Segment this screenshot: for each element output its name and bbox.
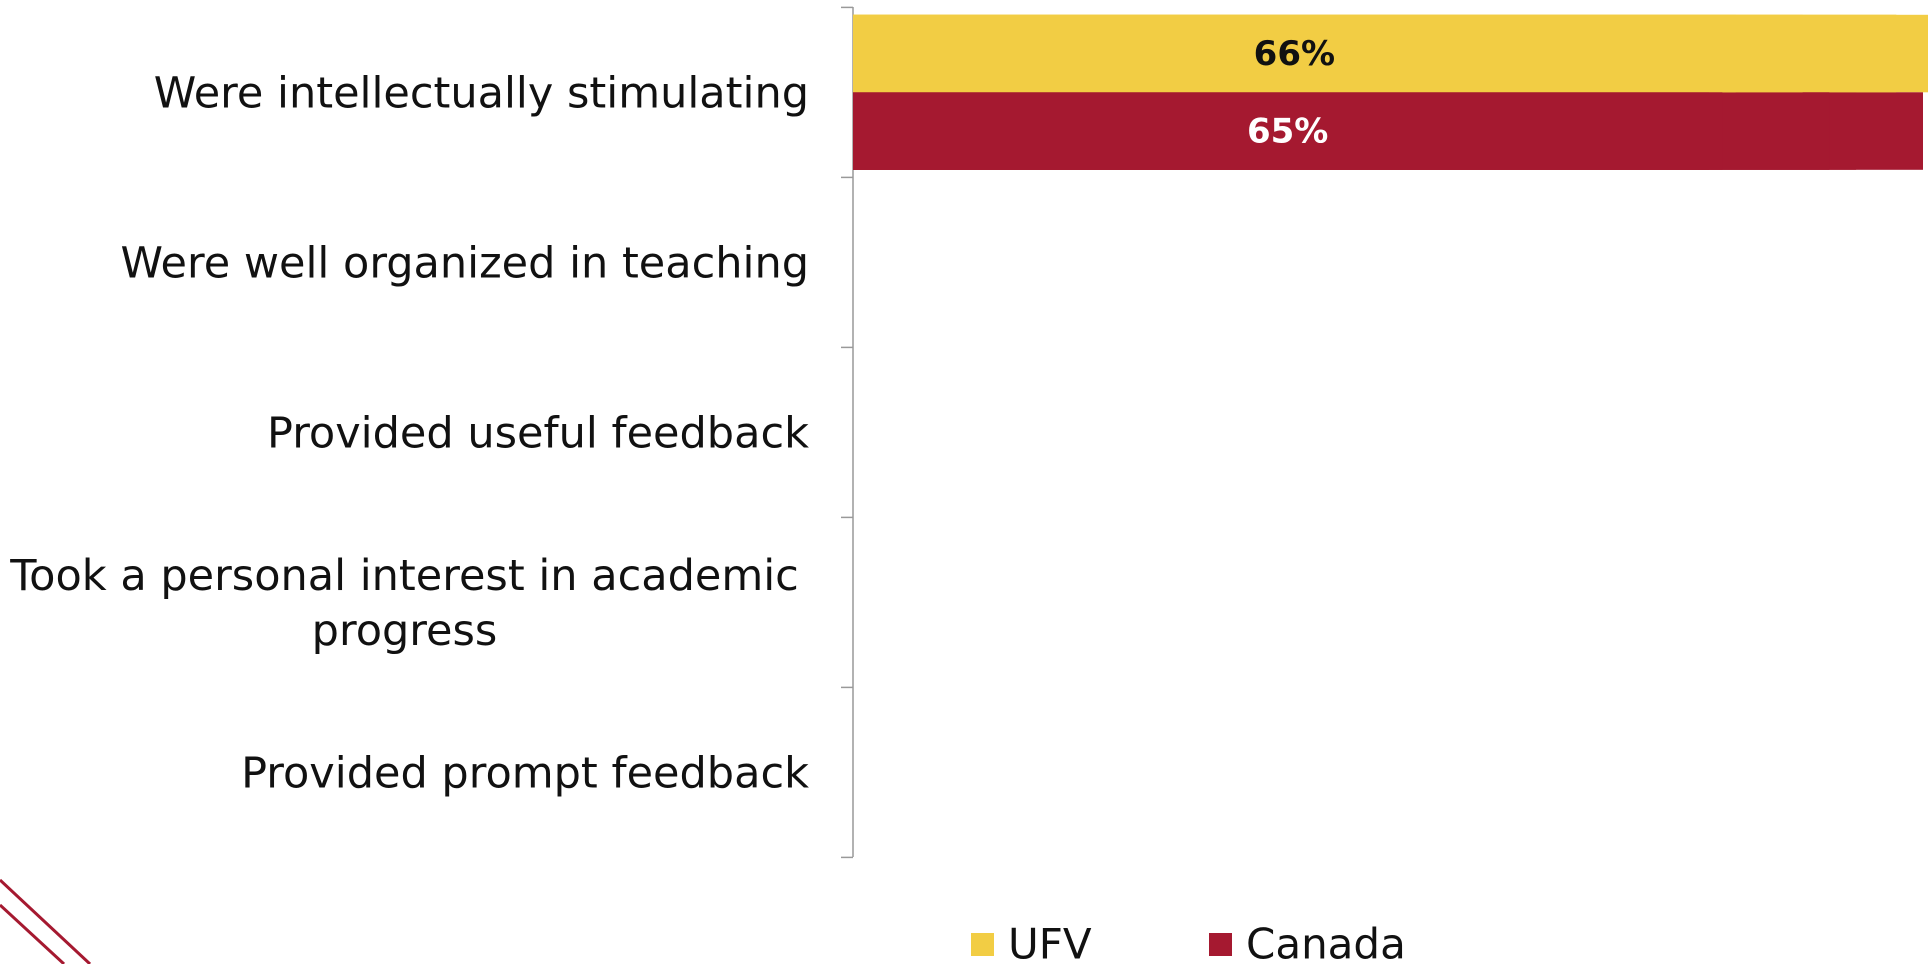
- category-text: Were well organized in teaching: [120, 238, 809, 289]
- category-label: Were well organized in teaching: [0, 237, 809, 292]
- legend-label: Canada: [1246, 920, 1406, 964]
- category-text: Were intellectually stimulating: [153, 68, 809, 119]
- category-label: Took a personal interest in academic pro…: [0, 549, 809, 659]
- category-text: Provided useful feedback: [267, 408, 809, 459]
- legend-label: UFV: [1008, 920, 1092, 964]
- category-label: Provided prompt feedback: [0, 747, 809, 802]
- value-label: 66%: [1254, 34, 1335, 74]
- category-text: Took a personal interest in academic pro…: [10, 551, 799, 657]
- bar: [853, 14, 1736, 93]
- decoration: [0, 878, 92, 964]
- category-label: Provided useful feedback: [0, 407, 809, 462]
- value-label: 65%: [1247, 112, 1328, 152]
- category-label: Were intellectually stimulating: [0, 67, 809, 122]
- bar: [853, 92, 1723, 170]
- category-text: Provided prompt feedback: [241, 748, 809, 799]
- legend-swatch: [1209, 933, 1232, 956]
- legend-swatch: [971, 933, 994, 956]
